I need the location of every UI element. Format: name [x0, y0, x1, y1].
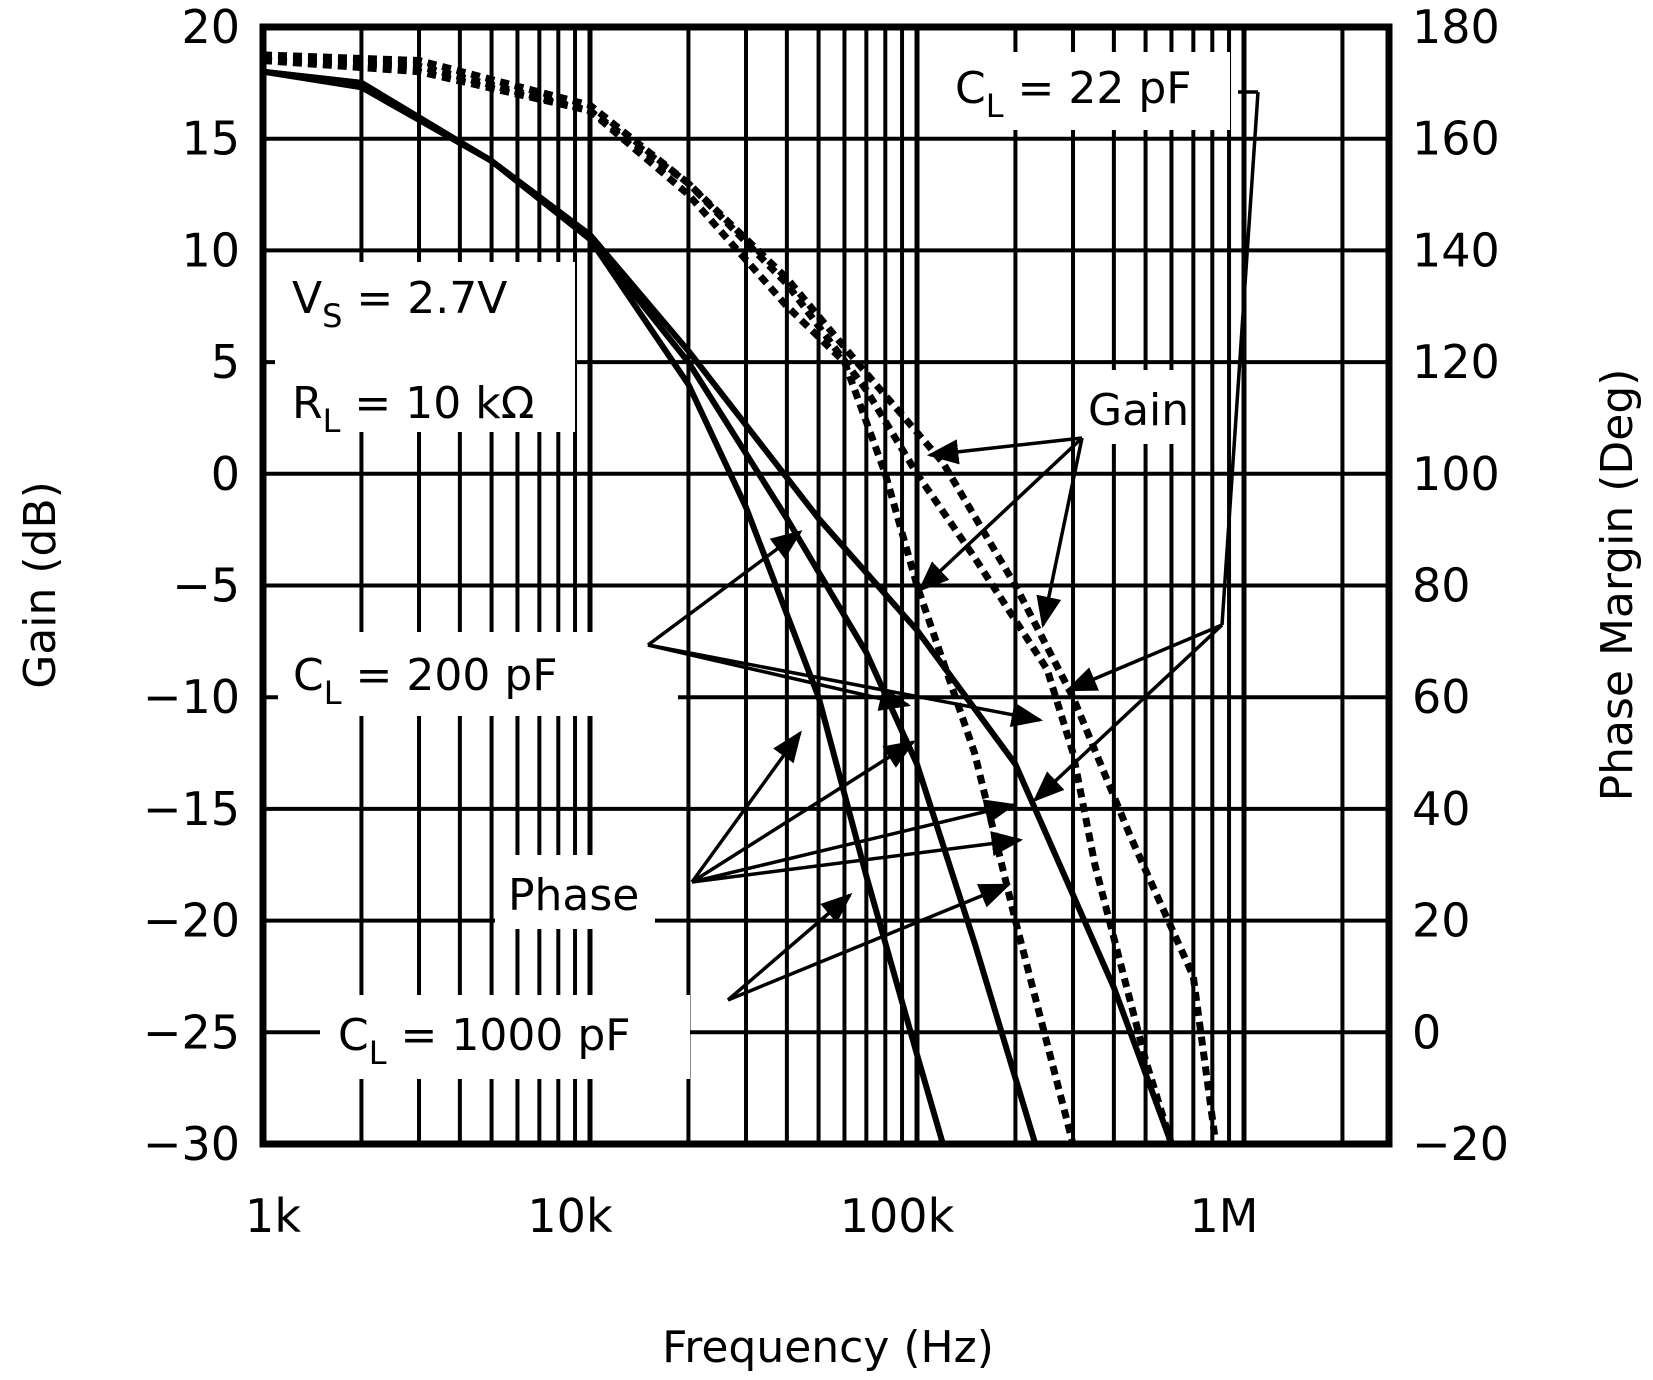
phase-tick-label: 160	[1412, 112, 1500, 166]
plot-frame	[259, 23, 1393, 1148]
label-background	[320, 995, 690, 1079]
cl-1000pf-label: CL = 1000 pF	[338, 1010, 631, 1072]
callout-arrow	[1032, 623, 1224, 803]
y2-axis-title: Phase Margin (Deg)	[1592, 369, 1643, 802]
phase-curve	[262, 57, 1077, 1145]
gain-tick-label: 10	[181, 223, 240, 277]
gain-tick-label: 20	[181, 0, 240, 54]
vs-condition: VS = 2.7V	[292, 273, 507, 335]
label-backgrounds	[275, 52, 1230, 1079]
frequency-tick-label: 1M	[1190, 1189, 1259, 1243]
callout-arrow	[1065, 623, 1223, 692]
gain-curve	[262, 68, 1389, 1147]
gain-curve	[262, 68, 1389, 1147]
callout-arrow	[1036, 437, 1084, 629]
phase-curve	[262, 51, 1220, 1145]
gain-label: Gain	[1088, 385, 1189, 436]
phase-tick-label: 140	[1412, 223, 1500, 277]
callout-arrows	[646, 90, 1260, 1002]
gain-curve	[262, 68, 1389, 1147]
phase-tick-label: −20	[1412, 1117, 1509, 1171]
label-background	[278, 632, 678, 716]
frequency-tick-label: 1k	[245, 1189, 301, 1243]
gain-tick-label: −15	[143, 782, 240, 836]
gain-tick-label: −25	[143, 1005, 240, 1059]
callout-arrow	[691, 799, 1017, 884]
phase-tick-label: 100	[1412, 447, 1500, 501]
callout-arrow	[926, 436, 1083, 465]
label-background	[275, 262, 575, 432]
phase-tick-label: 0	[1412, 1005, 1441, 1059]
annotations: VS = 2.7V RL = 10 kΩ CL = 22 pF CL = 200…	[292, 63, 1192, 1072]
gain-tick-label: −5	[172, 559, 240, 613]
x-axis-title: Frequency (Hz)	[662, 1322, 994, 1373]
phase-axis-ticks: 180 160 140 120 100 80 60 40 20 0 −20	[1412, 0, 1509, 1171]
callout-arrow	[1220, 91, 1260, 626]
data-curves	[262, 51, 1389, 1147]
y-axis-title: Gain (dB)	[15, 481, 66, 689]
phase-tick-label: 120	[1412, 335, 1500, 389]
callout-arrow	[726, 892, 853, 1002]
callout-arrow	[917, 436, 1084, 593]
frequency-tick-label: 10k	[527, 1189, 613, 1243]
callout-arrow	[646, 530, 803, 647]
grid-lines	[263, 25, 1389, 1146]
callout-arrow	[647, 643, 1044, 728]
phase-tick-label: 20	[1412, 894, 1471, 948]
gain-tick-label: −20	[143, 894, 240, 948]
phase-tick-label: 80	[1412, 559, 1471, 613]
frequency-tick-label: 100k	[840, 1189, 955, 1243]
callout-arrow	[727, 883, 1011, 1002]
frequency-axis-ticks: 1k 10k 100k 1M	[245, 1189, 1258, 1243]
gain-axis-ticks: 20 15 10 5 0 −5 −10 −15 −20 −25 −30	[143, 0, 240, 1171]
gain-tick-label: 5	[211, 335, 240, 389]
gain-tick-label: −10	[143, 670, 240, 724]
gain-tick-label: −30	[143, 1117, 240, 1171]
callout-arrow	[690, 730, 802, 884]
rl-condition: RL = 10 kΩ	[292, 378, 534, 440]
callout-arrow	[691, 740, 916, 884]
gain-tick-label: 0	[211, 447, 240, 501]
cl-200pf-label: CL = 200 pF	[293, 650, 558, 712]
callout-arrow	[691, 831, 1024, 884]
phase-tick-label: 60	[1412, 670, 1471, 724]
phase-tick-label: 180	[1412, 0, 1500, 54]
phase-tick-label: 40	[1412, 782, 1471, 836]
label-background	[495, 855, 655, 929]
phase-label: Phase	[508, 870, 639, 921]
gain-tick-label: 15	[181, 112, 240, 166]
label-background	[940, 52, 1230, 130]
cl-22pf-label: CL = 22 pF	[955, 63, 1192, 125]
phase-curve	[262, 57, 1175, 1146]
label-background	[1075, 370, 1190, 444]
